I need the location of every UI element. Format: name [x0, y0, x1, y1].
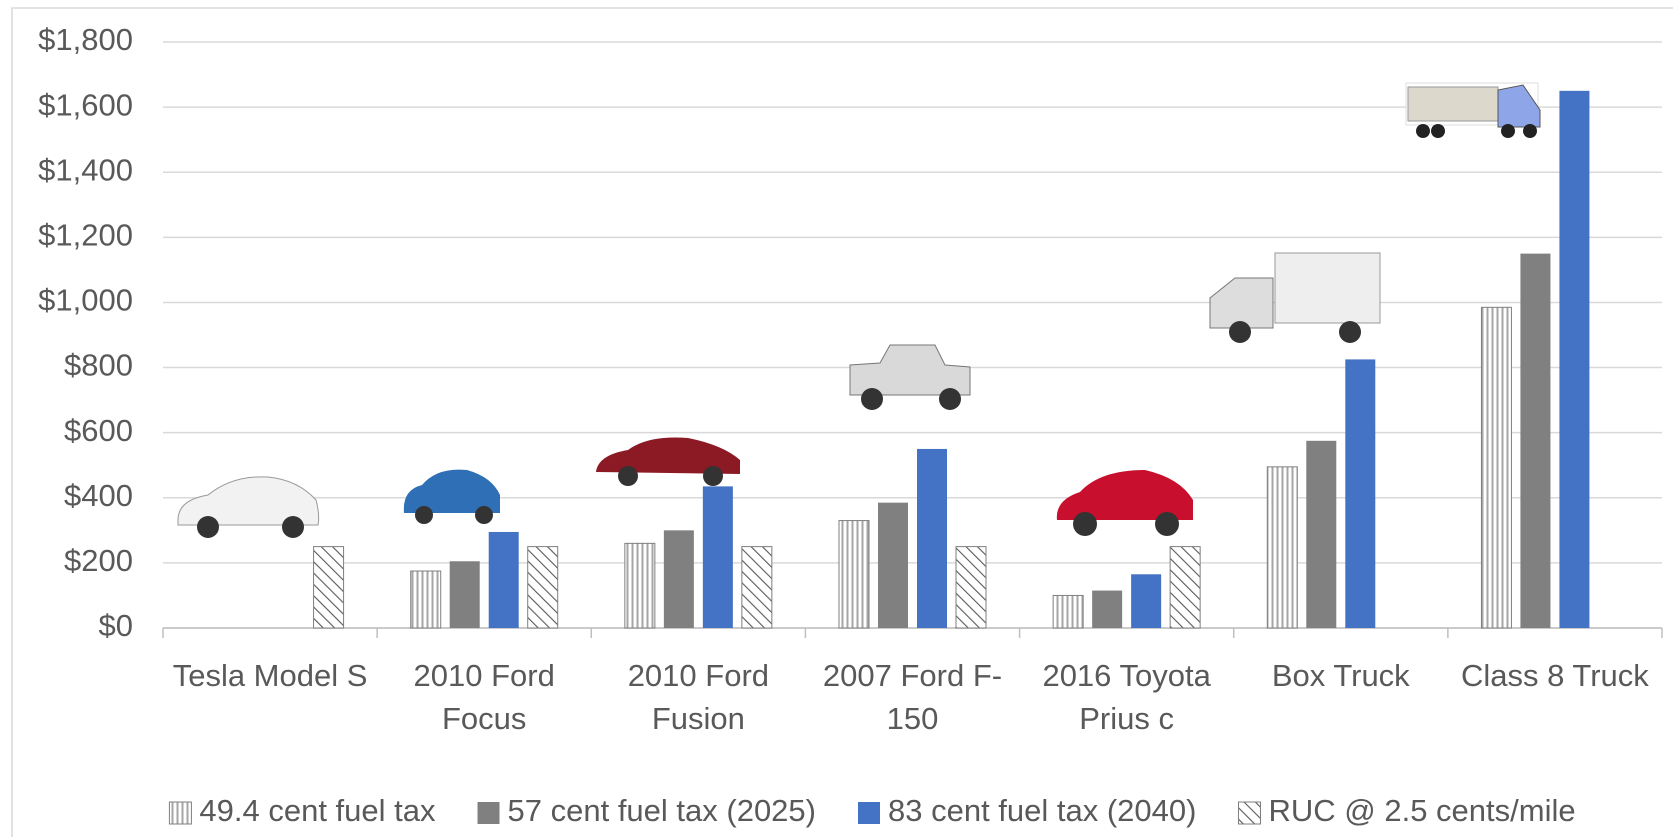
x-tick-label: 2016 Toyota Prius c: [1042, 658, 1211, 736]
bar: [527, 546, 559, 629]
x-tick-label: Class 8 Truck: [1461, 658, 1649, 693]
icon-focus: [403, 469, 500, 524]
bar: [917, 448, 947, 628]
legend-swatch: [168, 801, 192, 825]
bar: [624, 542, 656, 629]
y-tick-label: $1,000: [38, 283, 133, 318]
bar: [488, 531, 519, 628]
legend-swatch: [1237, 801, 1261, 825]
bar: [838, 520, 870, 629]
y-tick-label: $1,800: [38, 22, 133, 57]
bar: [1052, 594, 1084, 629]
legend-label: RUC @ 2.5 cents/mile: [1268, 793, 1575, 828]
bar: [878, 502, 908, 628]
legend-label: 49.4 cent fuel tax: [199, 793, 436, 828]
icon-tesla: [177, 476, 320, 538]
legend-label: 57 cent fuel tax (2025): [508, 793, 816, 828]
icon-f150: [849, 344, 971, 410]
y-tick-label: $1,200: [38, 218, 133, 253]
bar: [410, 570, 442, 629]
y-tick-label: $200: [64, 543, 133, 578]
x-tick-label: 2010 Ford Focus: [413, 658, 555, 736]
x-tick-label: Tesla Model S: [172, 658, 368, 693]
x-tick-label: 2007 Ford F-150: [822, 658, 1003, 736]
bar: [1266, 466, 1298, 629]
bar: [663, 530, 694, 628]
chart-border: [11, 7, 1673, 837]
x-tick-label: 2010 Ford Fusion: [627, 658, 770, 736]
bar: [1480, 306, 1512, 629]
y-tick-label: $0: [99, 608, 133, 643]
legend-swatch: [477, 802, 500, 824]
y-tick-label: $1,400: [38, 152, 133, 187]
bar: [1520, 253, 1551, 628]
legend-label: 83 cent fuel tax (2040): [888, 793, 1196, 828]
bar: [1092, 590, 1123, 628]
y-tick-label: $800: [64, 348, 133, 383]
icon-box-truck: [1209, 252, 1381, 343]
icon-prius: [1056, 470, 1193, 536]
bar: [1306, 440, 1337, 628]
bar: [1345, 359, 1376, 628]
x-tick-label: Box Truck: [1271, 658, 1410, 693]
icon-fusion: [596, 437, 740, 486]
bar: [1169, 546, 1201, 629]
bar: [702, 486, 733, 628]
bar: [449, 561, 480, 628]
vehicle-icons: [177, 82, 1541, 538]
y-tick-label: $400: [64, 478, 133, 513]
y-tick-label: $600: [64, 413, 133, 448]
legend-swatch: [858, 802, 880, 824]
icon-class8-truck: [1405, 82, 1541, 138]
bar: [1131, 574, 1162, 628]
y-tick-label: $1,600: [38, 87, 133, 122]
bar: [741, 546, 773, 629]
bar: [313, 546, 345, 629]
bar: [1559, 90, 1590, 629]
bar: [955, 546, 987, 629]
